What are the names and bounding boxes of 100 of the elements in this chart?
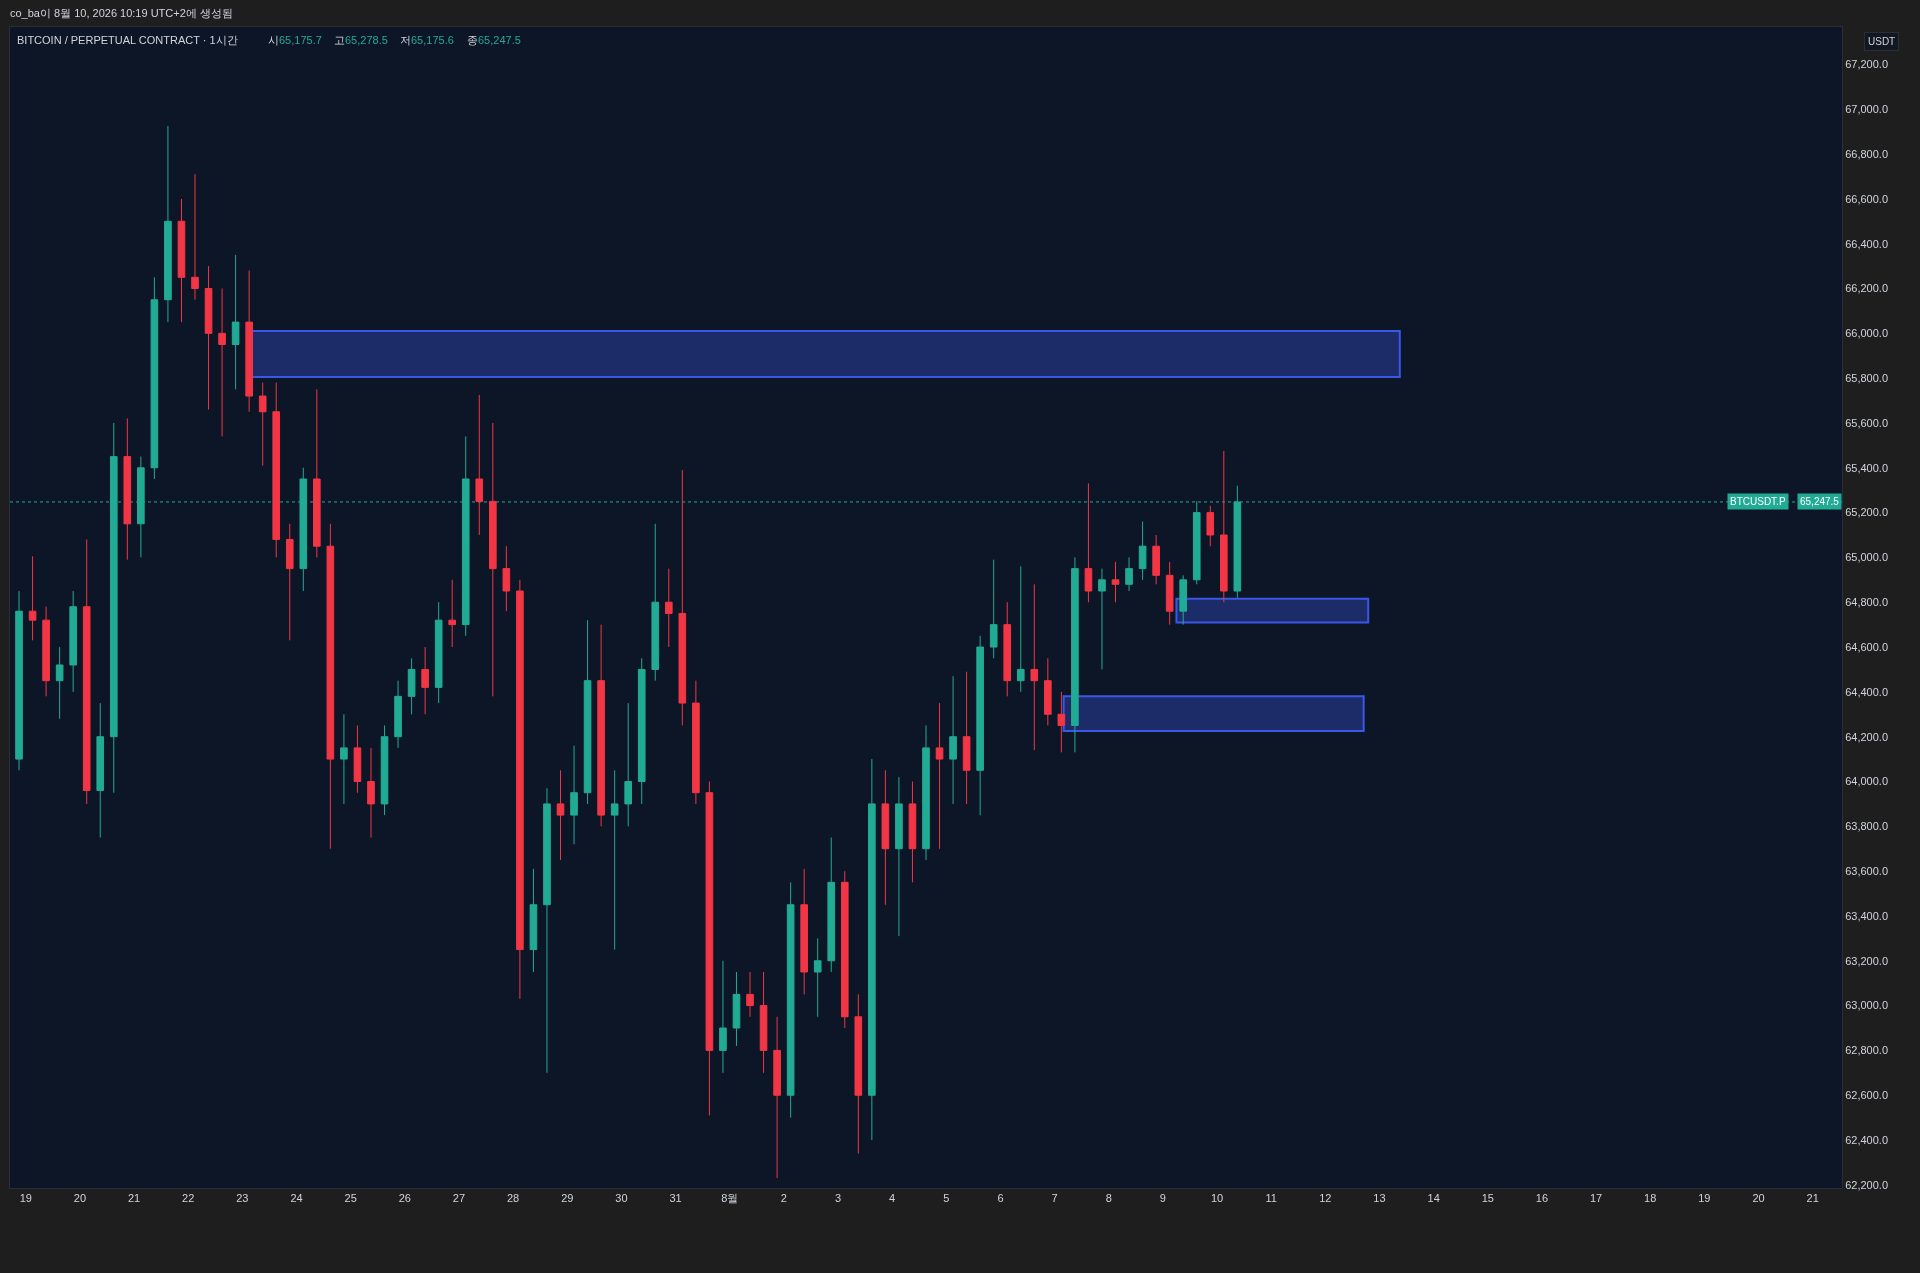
x-tick-label: 31 (669, 1192, 682, 1205)
y-tick-label: 62,800.0 (1845, 1044, 1889, 1057)
x-tick-label: 10 (1210, 1192, 1224, 1205)
candlestick (1003, 601, 1012, 697)
candlestick (570, 745, 578, 845)
candlestick (313, 388, 321, 558)
candlestick (177, 198, 186, 323)
y-tick-label: 64,400.0 (1845, 685, 1889, 698)
candlestick (150, 276, 159, 480)
candlestick (813, 937, 822, 1018)
x-tick-label: 19 (1698, 1192, 1711, 1205)
x-tick-label: 2 (780, 1192, 787, 1205)
candlestick (935, 702, 944, 850)
candlestick (610, 769, 619, 951)
candlestick (773, 1016, 781, 1179)
y-tick-label: 67,000.0 (1845, 103, 1889, 116)
y-tick-label: 65,800.0 (1845, 372, 1889, 384)
candlestick (759, 971, 768, 1074)
x-tick-label: 11 (1265, 1192, 1277, 1205)
candlestick (42, 606, 50, 697)
candlestick (543, 787, 551, 1074)
annotation: 저65,175.6 (400, 34, 454, 46)
candlestick (1152, 534, 1160, 585)
candlestick (989, 559, 998, 659)
candlestick (434, 601, 443, 704)
x-tick-label: 21 (1806, 1192, 1819, 1205)
candlestick (28, 555, 37, 641)
candlestick (82, 538, 91, 805)
x-tick-label: 12 (1319, 1192, 1332, 1205)
x-tick-label: 9 (1159, 1192, 1166, 1205)
x-tick-label: 17 (1589, 1192, 1603, 1205)
annotation: 시65,175.7 (268, 34, 322, 46)
candlestick (191, 173, 199, 301)
x-tick-label: 14 (1427, 1192, 1440, 1205)
candlestick (624, 702, 632, 827)
candlestick (908, 781, 917, 883)
ref-line-label: BTCUSDT.P (1730, 496, 1786, 507)
annotation: 고65,278.5 (334, 34, 388, 46)
candlestick (502, 545, 511, 612)
y-tick-label: 63,000.0 (1845, 999, 1889, 1012)
x-tick-label: 4 (889, 1192, 896, 1205)
x-tick-label: 15 (1481, 1192, 1494, 1205)
candlestick (1165, 561, 1174, 626)
x-tick-label: 5 (943, 1192, 950, 1205)
x-tick-label: 16 (1535, 1192, 1549, 1205)
candlestick (949, 675, 957, 805)
x-tick-label: 23 (236, 1192, 249, 1205)
candlestick (705, 781, 714, 1116)
y-tick-label: 65,200.0 (1845, 506, 1889, 519)
candlestick (1125, 556, 1133, 592)
candlestick (218, 288, 226, 437)
candlestick (583, 619, 592, 805)
y-axis-title: USDT (1868, 36, 1896, 47)
candlestick (394, 680, 402, 749)
text: BITCOIN / PERPETUAL CONTRACT · 1시간 (17, 33, 238, 46)
x-tick-label: 7 (1051, 1192, 1058, 1205)
candlestick (597, 624, 605, 827)
y-tick-label: 65,600.0 (1845, 416, 1889, 429)
candlestick (204, 265, 213, 411)
y-tick-label: 66,200.0 (1845, 282, 1889, 295)
candlestick (962, 671, 971, 805)
candlestick (1206, 505, 1215, 547)
candlestick (732, 971, 741, 1047)
y-tick-label: 63,800.0 (1845, 820, 1889, 833)
candlestick (367, 747, 375, 839)
candlestick (746, 971, 754, 1018)
x-tick-label: 19 (19, 1192, 32, 1205)
x-tick-label: 18 (1644, 1192, 1657, 1205)
candlestick (881, 769, 890, 906)
x-tick-label: 21 (127, 1192, 141, 1205)
candlestick (1179, 574, 1188, 626)
candlestick (1030, 583, 1039, 751)
candlestick (69, 590, 77, 693)
y-tick-label: 64,200.0 (1845, 730, 1889, 743)
candlestick (719, 960, 727, 1074)
candlestick (1098, 568, 1106, 670)
candlestick (245, 270, 253, 413)
candlestick (827, 837, 836, 973)
x-tick-label: 26 (398, 1192, 411, 1205)
y-tick-label: 66,600.0 (1845, 192, 1889, 205)
candlestick (1084, 482, 1093, 603)
y-tick-label: 63,200.0 (1845, 954, 1889, 967)
y-tick-label: 62,200.0 (1845, 1178, 1889, 1191)
x-tick-label: 29 (561, 1192, 574, 1205)
x-tick-label: 6 (997, 1192, 1004, 1205)
candlestick (1071, 556, 1079, 753)
x-tick-label: 24 (290, 1192, 303, 1205)
candlestick (353, 724, 362, 794)
y-tick-label: 65,400.0 (1845, 461, 1889, 474)
candlestick (976, 635, 984, 816)
candlestick (1016, 565, 1025, 693)
candlestick (15, 590, 23, 771)
y-tick-label: 65,000.0 (1845, 551, 1889, 564)
candlestick (895, 776, 903, 937)
x-tick-label: 27 (452, 1192, 466, 1205)
y-tick-label: 66,400.0 (1845, 237, 1889, 250)
candlestick (637, 657, 646, 805)
candlestick (380, 724, 389, 816)
y-tick-label: 62,600.0 (1845, 1089, 1889, 1102)
y-tick-label: 64,600.0 (1845, 640, 1889, 653)
